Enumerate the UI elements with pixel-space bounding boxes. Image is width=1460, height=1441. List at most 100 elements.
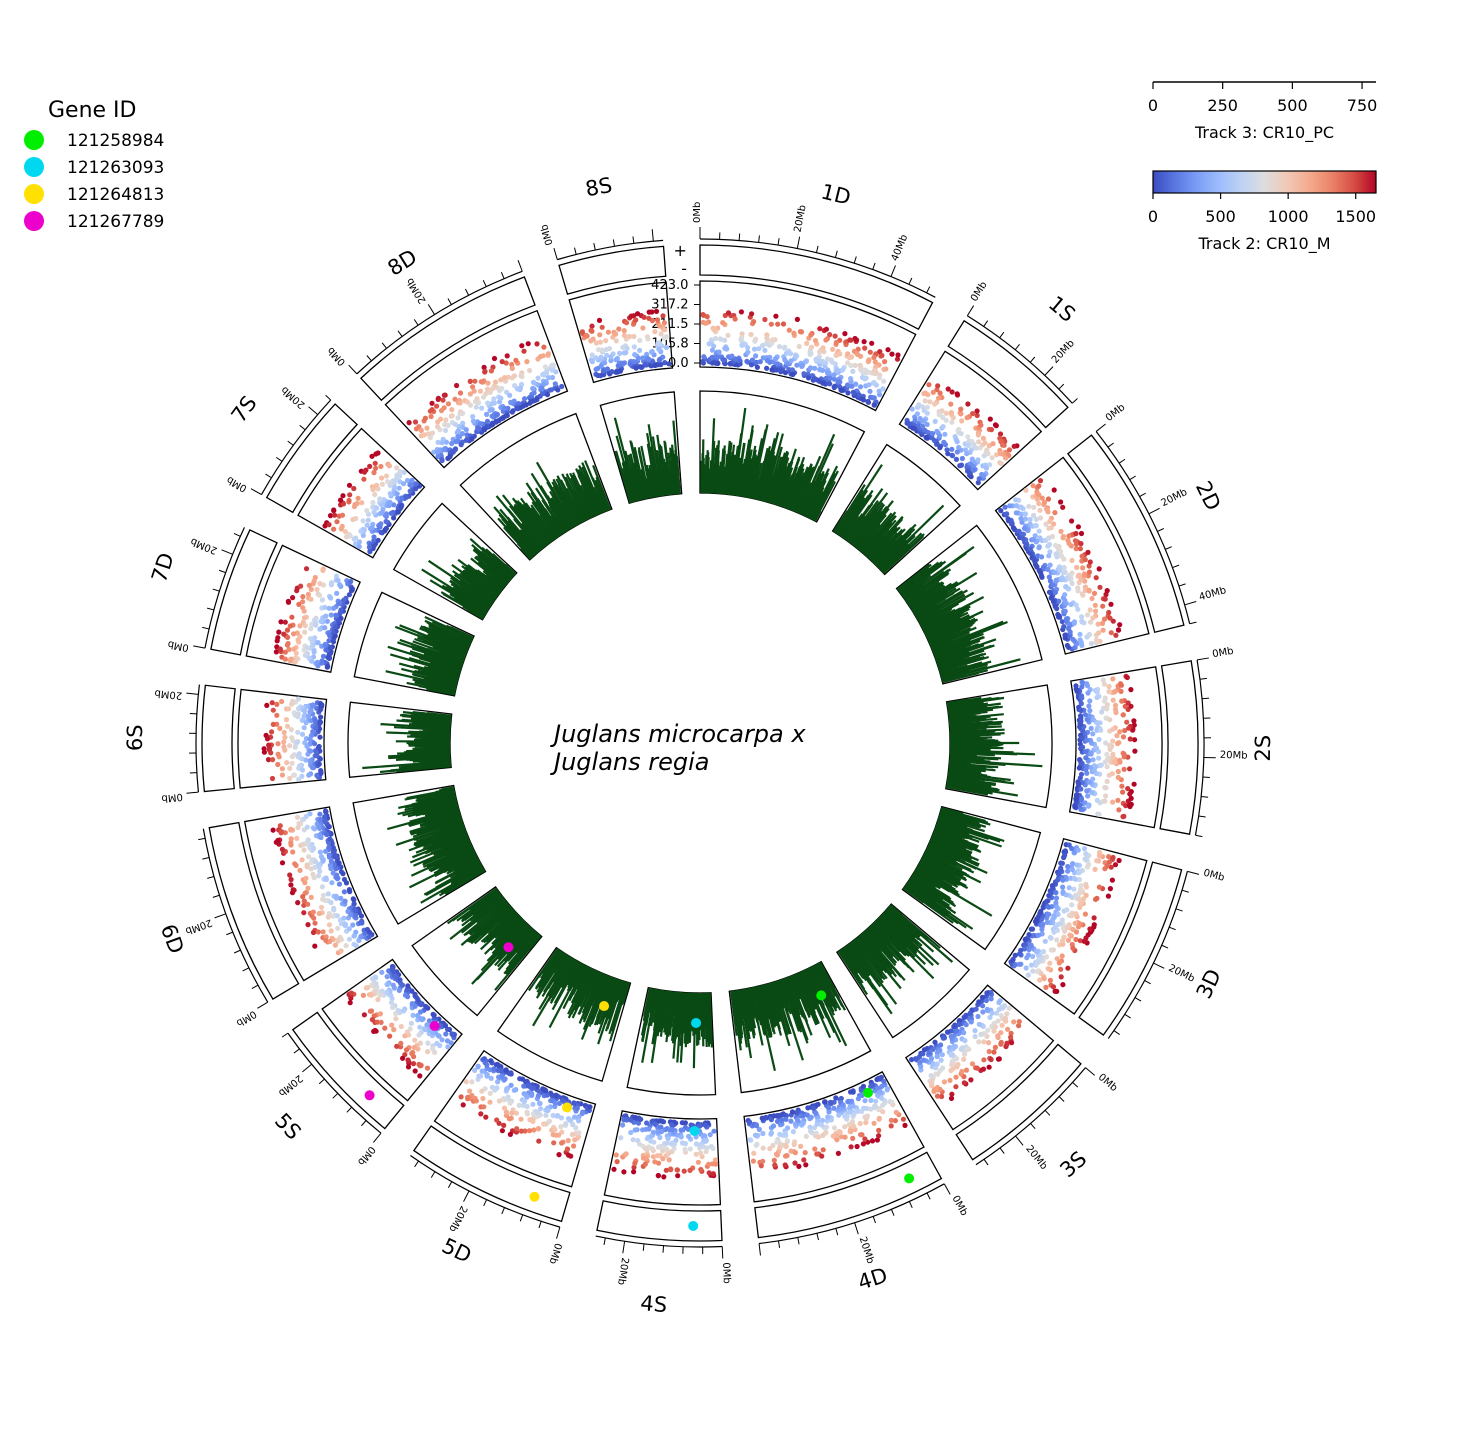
scatter-point [1072, 619, 1077, 624]
scatter-point [784, 351, 789, 356]
scatter-point [1078, 887, 1083, 892]
scatter-point [341, 916, 346, 921]
scatter-point [530, 1119, 535, 1124]
scatter-point [1110, 878, 1115, 883]
scatter-point [1024, 965, 1029, 970]
scatter-point [1061, 855, 1066, 860]
scatter-point [1028, 943, 1033, 948]
scatter-point [312, 875, 317, 880]
scatter-point [1110, 676, 1115, 681]
scatter-point [817, 379, 822, 384]
scatter-point [865, 1113, 870, 1118]
scatter-point [866, 357, 871, 362]
scatter-point [861, 369, 866, 374]
scatter-point [1096, 622, 1101, 627]
scatter-point [977, 476, 982, 481]
gene-marker-ideogram [904, 1173, 914, 1183]
scatter-point [1045, 567, 1050, 572]
scatter-point [1014, 503, 1019, 508]
scatter-point [785, 1138, 790, 1143]
scatter-point [1023, 942, 1028, 947]
scatter-point [659, 1129, 664, 1134]
scatter-point [858, 1121, 863, 1126]
scatter-point [1080, 565, 1085, 570]
scatter-point [949, 410, 954, 415]
position-tick [1176, 909, 1183, 911]
scatter-point [1031, 483, 1036, 488]
scatter-point [1023, 516, 1028, 521]
scatter-point [1089, 726, 1094, 731]
scatter-point [974, 1007, 979, 1012]
gene-marker-scatter [430, 1021, 440, 1031]
scatter-point [748, 1138, 753, 1143]
scatter-point [794, 354, 799, 359]
scatter-point [833, 334, 838, 339]
scatter-point [1065, 869, 1070, 874]
scatter-point [1069, 518, 1074, 523]
scatter-point [856, 1096, 861, 1101]
scatter-point [1024, 542, 1029, 547]
position-tick [722, 1247, 723, 1259]
scatter-point [1034, 564, 1039, 569]
scatter-point [930, 431, 935, 436]
scatter-point [1097, 853, 1102, 858]
scatter-point [1043, 522, 1048, 527]
scatter-point [1105, 863, 1110, 868]
scatter-point [739, 343, 744, 348]
scatter-point [773, 314, 778, 319]
scatter-point [1030, 927, 1035, 932]
position-tick [448, 1182, 451, 1188]
scatter-point [850, 369, 855, 374]
scatter-point [326, 891, 331, 896]
position-tick [1202, 698, 1209, 699]
scatter-point [1127, 791, 1132, 796]
scatter-point [935, 1072, 940, 1077]
scatter-point [849, 1144, 854, 1149]
scatter-point [994, 423, 999, 428]
scatter-point [949, 1036, 954, 1041]
colorbar-tick-label: 0 [1148, 96, 1158, 115]
scatter-point [1067, 621, 1072, 626]
scatter-point [1092, 922, 1097, 927]
scatter-point [416, 1032, 421, 1037]
scatter-point [827, 370, 832, 375]
scatter-point [838, 1130, 843, 1135]
scatter-point [536, 1093, 541, 1098]
scatter-point [643, 1127, 648, 1132]
scatter-point [835, 368, 840, 373]
scatter-point [975, 408, 980, 413]
scatter-point [751, 1151, 756, 1156]
scatter-track-frame [906, 985, 1054, 1129]
scatter-point [496, 1063, 501, 1068]
scatter-point [1085, 717, 1090, 722]
scatter-point [1037, 508, 1042, 513]
scatter-point [337, 882, 342, 887]
scatter-point [288, 882, 293, 887]
scatter-point [1077, 905, 1082, 910]
scatter-point [389, 1023, 394, 1028]
scatter-point [959, 1047, 964, 1052]
scatter-point [698, 1167, 703, 1172]
position-tick [1172, 565, 1179, 567]
scatter-point [1097, 812, 1102, 817]
scatter-point [1046, 912, 1051, 917]
scatter-point [1036, 501, 1041, 506]
position-tick [539, 1221, 541, 1228]
scatter-point [836, 1113, 841, 1118]
scatter-point [1061, 534, 1066, 539]
scatter-point [1041, 949, 1046, 954]
ideogram-4S [597, 1201, 722, 1241]
gene-marker-histogram [599, 1001, 609, 1011]
scatter-point [876, 1128, 881, 1133]
scatter-point [855, 352, 860, 357]
scatter-point [1063, 848, 1068, 853]
scatter-point [373, 974, 378, 979]
scatter-point [935, 383, 940, 388]
position-tick [464, 1191, 469, 1202]
scatter-point [989, 1057, 994, 1062]
ideogram-2D [1068, 435, 1184, 632]
scatter-point [1078, 546, 1083, 551]
